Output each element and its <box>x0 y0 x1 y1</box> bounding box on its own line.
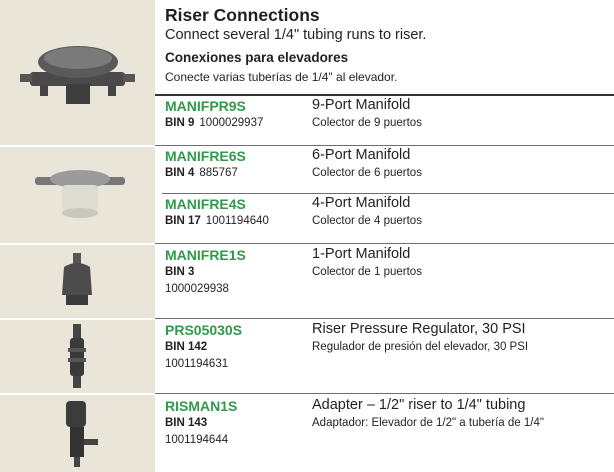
item-number: 1000029937 <box>199 117 264 129</box>
product-name-es: Adaptador: Elevador de 1/2" a tubería de… <box>312 417 544 429</box>
product-code: RISMAN1S <box>165 398 238 414</box>
image-cell <box>0 395 155 472</box>
bin-label: BIN 9 <box>165 117 195 129</box>
bin-info: BIN 142 1001194631 <box>165 339 310 373</box>
divider <box>155 145 614 146</box>
product-code: MANIFRE6S <box>165 148 246 164</box>
product-name: Riser Pressure Regulator, 30 PSI <box>312 321 526 337</box>
bin-info: BIN 4 885767 <box>165 165 310 182</box>
divider <box>155 393 614 394</box>
product-code: PRS05030S <box>165 322 243 338</box>
product-name-es: Colector de 6 puertos <box>312 167 422 179</box>
bin-label: BIN 3 <box>165 266 195 278</box>
section-title: Riser Connections <box>165 5 320 25</box>
item-number: 1000029938 <box>165 283 229 295</box>
section-subtitle-es: Conecte varias tuberías de 1/4" al eleva… <box>165 70 398 84</box>
image-cell <box>0 147 155 243</box>
product-name-es: Colector de 1 puertos <box>312 266 422 278</box>
manifold-1-image <box>62 253 92 305</box>
section-title-es: Conexiones para elevadores <box>165 50 349 65</box>
divider <box>155 243 614 244</box>
product-name: 4-Port Manifold <box>312 195 411 211</box>
item-number: 885767 <box>199 167 238 179</box>
bin-label: BIN 4 <box>165 167 195 179</box>
section-subtitle: Connect several 1/4" tubing runs to rise… <box>165 27 427 43</box>
product-name: 9-Port Manifold <box>312 97 411 113</box>
product-name-es: Colector de 4 puertos <box>312 215 422 227</box>
product-name: Adapter – 1/2" riser to 1/4" tubing <box>312 397 526 413</box>
bin-info: BIN 3 1000029938 <box>165 264 310 298</box>
product-code: MANIFPR9S <box>165 98 246 114</box>
product-code: MANIFRE1S <box>165 247 246 263</box>
image-cell <box>0 245 155 318</box>
product-name: 6-Port Manifold <box>312 147 411 163</box>
item-number: 1001194640 <box>205 215 269 227</box>
manifold-9-image <box>20 46 135 104</box>
product-name-es: Regulador de presión del elevador, 30 PS… <box>312 341 529 353</box>
adapter-image <box>66 401 98 467</box>
bin-info: BIN 143 1001194644 <box>165 415 310 449</box>
divider <box>155 318 614 319</box>
product-code: MANIFRE4S <box>165 196 246 212</box>
divider <box>162 193 614 194</box>
bin-label: BIN 143 <box>165 417 208 429</box>
bin-info: BIN 17 1001194640 <box>165 213 310 230</box>
manifold-6-image <box>35 170 125 218</box>
bin-label: BIN 17 <box>165 215 201 227</box>
divider <box>155 94 614 96</box>
bin-info: BIN 9 1000029937 <box>165 115 310 132</box>
bin-label: BIN 142 <box>165 341 208 353</box>
image-cell <box>0 0 155 145</box>
regulator-image <box>68 324 86 388</box>
product-name: 1-Port Manifold <box>312 246 411 262</box>
item-number: 1001194644 <box>165 434 229 446</box>
product-name-es: Colector de 9 puertos <box>312 117 422 129</box>
item-number: 1001194631 <box>165 358 229 370</box>
image-cell <box>0 320 155 393</box>
